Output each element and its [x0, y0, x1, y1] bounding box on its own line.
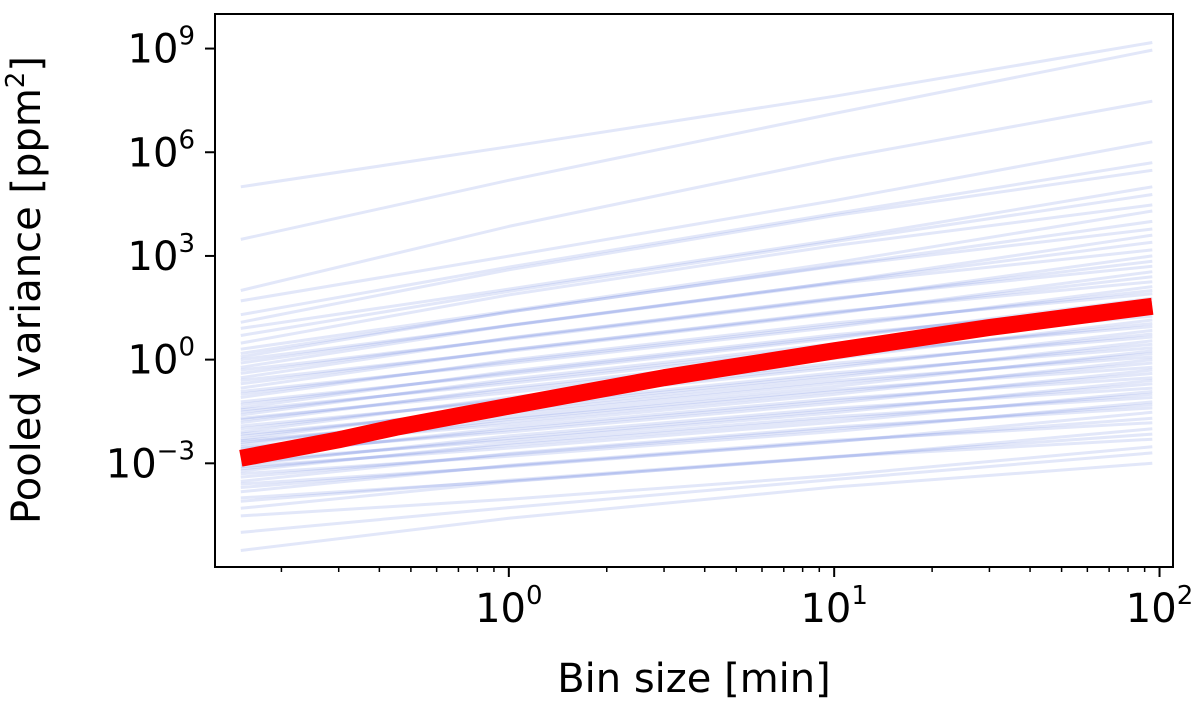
- individual-series-line: [240, 259, 1153, 375]
- x-tick-label: 102: [1126, 581, 1193, 632]
- individual-series-line: [240, 342, 1153, 438]
- individual-series-line: [240, 427, 1153, 500]
- individual-series-line: [240, 292, 1153, 399]
- individual-series-line: [240, 99, 1153, 292]
- individual-series-line: [240, 280, 1153, 390]
- individual-series-line: [240, 193, 1153, 337]
- x-tick-label: 100: [475, 581, 542, 632]
- y-tick-label-exp: 3: [178, 229, 195, 259]
- individual-series-line: [240, 41, 1153, 189]
- x-tick-label-exp: 1: [851, 581, 868, 611]
- individual-series-line: [240, 403, 1153, 479]
- individual-series-line: [240, 386, 1153, 467]
- y-axis-label: Pooled variance [ppm2]: [1, 56, 50, 524]
- individual-series-line: [240, 421, 1153, 494]
- individual-series-line: [240, 254, 1153, 372]
- y-tick-label: 103: [128, 229, 195, 280]
- individual-series-line: [240, 240, 1153, 365]
- y-tick-label-base: 10: [106, 441, 157, 487]
- individual-series-line: [240, 376, 1153, 459]
- individual-series-line: [240, 270, 1153, 382]
- individual-series-line: [240, 289, 1153, 396]
- y-tick-label-base: 10: [128, 130, 179, 176]
- x-tick-label-base: 10: [800, 586, 851, 632]
- individual-series-line: [240, 296, 1153, 404]
- individual-series-line: [240, 368, 1153, 455]
- individual-series-line: [240, 346, 1153, 441]
- x-tick-label-base: 10: [475, 586, 526, 632]
- individual-series-line: [240, 168, 1153, 324]
- y-tick-label-exp: −3: [157, 436, 195, 466]
- x-tick-label: 101: [800, 581, 867, 632]
- individual-series-line: [240, 285, 1153, 393]
- individual-series-line: [240, 161, 1153, 317]
- y-tick-label-exp: 6: [178, 125, 195, 155]
- mean-line: [239, 297, 1154, 467]
- x-tick-label-base: 10: [1126, 586, 1177, 632]
- y-tick-label-base: 10: [128, 27, 179, 73]
- individual-series-line: [240, 339, 1153, 436]
- individual-series-line: [240, 48, 1153, 241]
- individual-series-line: [240, 248, 1153, 369]
- individual-series-line: [240, 392, 1153, 471]
- y-tick-label: 100: [128, 333, 195, 384]
- x-axis-label: Bin size [min]: [557, 656, 831, 702]
- individual-series-line: [240, 227, 1153, 359]
- series-lines: [240, 41, 1153, 552]
- individual-series-line: [240, 140, 1153, 303]
- individual-series-line: [240, 410, 1153, 486]
- individual-series-line: [240, 219, 1153, 355]
- y-tick-label: 10−3: [106, 436, 195, 487]
- individual-series-line: [240, 209, 1153, 351]
- individual-series-line: [240, 400, 1153, 476]
- individual-series-line: [240, 416, 1153, 489]
- individual-series-line: [240, 275, 1153, 386]
- individual-series-line: [240, 461, 1153, 552]
- plot-frame: [214, 13, 1174, 568]
- y-tick-label-base: 10: [128, 234, 179, 280]
- y-tick-label: 106: [128, 125, 195, 176]
- individual-series-line: [240, 396, 1153, 473]
- y-axis-label-close: ]: [4, 56, 50, 72]
- x-tick-label-exp: 2: [1177, 581, 1194, 611]
- x-tick-label-exp: 0: [526, 581, 543, 611]
- individual-series-line: [240, 451, 1153, 534]
- individual-series-line: [240, 203, 1153, 345]
- y-tick-label-exp: 0: [178, 333, 195, 363]
- individual-series-line: [240, 406, 1153, 483]
- individual-series-line: [240, 371, 1153, 457]
- individual-series-line: [240, 378, 1153, 463]
- y-tick-label-exp: 9: [178, 22, 195, 52]
- individual-series-line: [240, 445, 1153, 518]
- y-axis-label-main: Pooled variance [ppm: [4, 88, 50, 524]
- y-tick-label: 109: [128, 22, 195, 73]
- individual-series-line: [240, 185, 1153, 330]
- y-tick-label-base: 10: [128, 338, 179, 384]
- individual-series-line: [240, 432, 1153, 503]
- individual-series-line: [240, 264, 1153, 380]
- individual-series-line: [240, 390, 1153, 469]
- individual-series-line: [240, 233, 1153, 362]
- mean-series-line: [239, 297, 1154, 467]
- individual-series-line: [240, 382, 1153, 465]
- y-axis-label-sup: 2: [1, 72, 31, 89]
- individual-series-line: [240, 437, 1153, 510]
